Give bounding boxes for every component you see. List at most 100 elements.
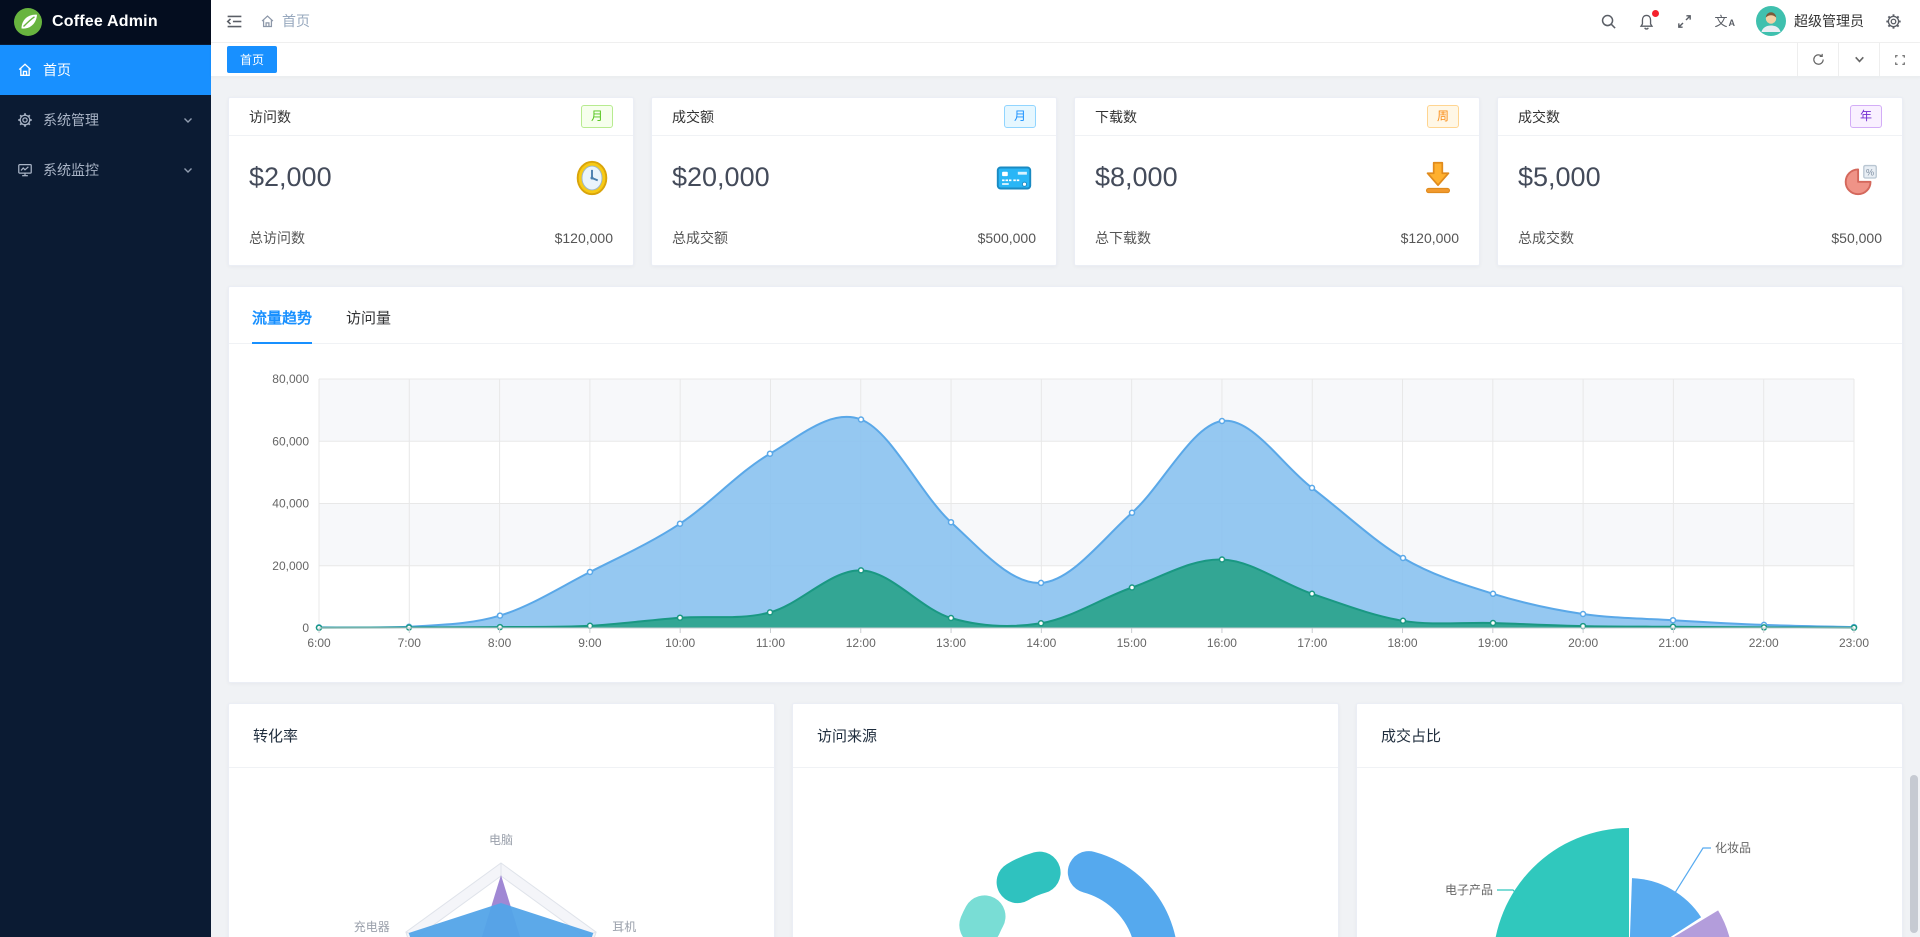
stat-footer-label: 总访问数 xyxy=(249,230,305,246)
sidebar-item-home[interactable]: 首页 xyxy=(0,45,211,95)
svg-text:60,000: 60,000 xyxy=(272,434,309,448)
trend-tabs: 流量趋势 访问量 xyxy=(229,287,1902,344)
monitor-icon xyxy=(17,162,33,178)
svg-text:40,000: 40,000 xyxy=(272,497,309,511)
stat-card-visits: 访问数 月 $2,000 xyxy=(228,97,634,266)
tab-visit-volume[interactable]: 访问量 xyxy=(346,310,392,327)
breadcrumb[interactable]: 首页 xyxy=(260,11,310,31)
tab-home[interactable]: 首页 xyxy=(227,46,278,73)
period-badge: 月 xyxy=(580,105,613,128)
credit-card-icon xyxy=(992,157,1036,199)
stat-card-downloads: 下载数 周 $8,000 总下载数 $120,000 xyxy=(1074,97,1480,266)
svg-text:13:00: 13:00 xyxy=(936,636,966,650)
stat-footer-value: $500,000 xyxy=(977,230,1036,246)
svg-text:23:00: 23:00 xyxy=(1839,636,1869,650)
svg-text:9:00: 9:00 xyxy=(578,636,602,650)
refresh-icon[interactable] xyxy=(1797,43,1838,76)
top-navbar: 首页 文 xyxy=(211,0,1920,43)
sidebar-item-system-management[interactable]: 系统管理 xyxy=(0,95,211,145)
svg-text:20,000: 20,000 xyxy=(272,559,309,573)
main-area: 首页 文 xyxy=(211,0,1920,937)
brand-name: Coffee Admin xyxy=(52,13,158,30)
svg-text:化妆品: 化妆品 xyxy=(1715,841,1751,855)
svg-text:22:00: 22:00 xyxy=(1749,636,1779,650)
svg-text:18:00: 18:00 xyxy=(1388,636,1418,650)
stat-value: $2,000 xyxy=(249,162,332,192)
stat-footer-label: 总成交数 xyxy=(1518,230,1574,246)
svg-text:14:00: 14:00 xyxy=(1026,636,1056,650)
svg-text:17:00: 17:00 xyxy=(1297,636,1327,650)
svg-text:21:00: 21:00 xyxy=(1658,636,1688,650)
period-badge: 周 xyxy=(1426,105,1459,128)
sidebar: Coffee Admin 首页 系统管理 xyxy=(0,0,211,937)
stat-footer-value: $120,000 xyxy=(1400,230,1459,246)
pie-percent-icon: % xyxy=(1838,157,1882,199)
download-icon xyxy=(1417,157,1459,199)
svg-text:10:00: 10:00 xyxy=(665,636,695,650)
notification-bell-icon[interactable] xyxy=(1638,9,1660,30)
sidebar-item-system-monitor[interactable]: 系统监控 xyxy=(0,145,211,195)
conversion-card: 转化率 电脑 耳机 充电器 xyxy=(228,703,775,937)
stat-value: $8,000 xyxy=(1095,162,1178,192)
period-badge: 年 xyxy=(1849,105,1882,128)
maximize-icon[interactable] xyxy=(1879,43,1920,76)
stats-row: 访问数 月 $2,000 xyxy=(228,97,1903,266)
fullscreen-icon[interactable] xyxy=(1676,13,1693,30)
svg-text:16:00: 16:00 xyxy=(1207,636,1237,650)
chevron-down-icon[interactable] xyxy=(1838,43,1879,76)
home-icon xyxy=(260,14,275,29)
menu-fold-icon[interactable] xyxy=(225,12,244,31)
stat-title: 下载数 xyxy=(1095,108,1137,125)
tab-traffic-trend[interactable]: 流量趋势 xyxy=(252,307,313,344)
sources-card: 访问来源 xyxy=(792,703,1339,937)
stat-footer-value: $50,000 xyxy=(1831,230,1882,246)
user-name: 超级管理员 xyxy=(1794,13,1864,29)
stat-title: 访问数 xyxy=(249,108,291,125)
svg-text:80,000: 80,000 xyxy=(272,372,309,386)
svg-text:11:00: 11:00 xyxy=(756,636,785,650)
sidebar-item-label: 系统监控 xyxy=(43,162,99,178)
page-content: 访问数 月 $2,000 xyxy=(211,77,1920,937)
svg-text:0: 0 xyxy=(302,621,309,635)
tab-bar: 首页 xyxy=(211,43,1920,77)
svg-text:7:00: 7:00 xyxy=(398,636,422,650)
svg-text:6:00: 6:00 xyxy=(307,636,331,650)
settings-gear-icon[interactable] xyxy=(1885,13,1902,30)
chevron-down-icon xyxy=(182,164,194,176)
sidebar-item-label: 系统管理 xyxy=(43,112,99,128)
spring-leaf-icon xyxy=(13,7,43,37)
card-title: 成交占比 xyxy=(1357,704,1902,768)
deal-share-card: 成交占比 化妆品 电子产品 xyxy=(1356,703,1903,937)
stat-card-turnover: 成交额 月 $20,000 xyxy=(651,97,1057,266)
stat-footer-label: 总成交额 xyxy=(672,230,728,246)
breadcrumb-item: 首页 xyxy=(282,13,310,29)
scrollbar-thumb[interactable] xyxy=(1910,775,1918,933)
svg-text:20:00: 20:00 xyxy=(1568,636,1598,650)
chevron-down-icon xyxy=(182,114,194,126)
sidebar-item-label: 首页 xyxy=(43,62,71,78)
gear-icon xyxy=(17,112,33,128)
svg-text:耳机: 耳机 xyxy=(612,920,636,934)
stat-title: 成交数 xyxy=(1518,108,1560,125)
svg-text:19:00: 19:00 xyxy=(1478,636,1508,650)
stat-title: 成交额 xyxy=(672,108,714,125)
clock-icon xyxy=(571,157,613,199)
user-menu[interactable]: 超级管理员 xyxy=(1756,6,1864,36)
stat-footer-label: 总下载数 xyxy=(1095,230,1151,246)
sources-donut-chart xyxy=(959,851,1176,937)
trend-area-chart: 6:00 7:00 8:00 9:00 10:00 11:00 12:00 13:00 14:0… xyxy=(272,372,1869,650)
search-icon[interactable] xyxy=(1600,13,1617,30)
card-title: 转化率 xyxy=(229,704,774,768)
svg-text:8:00: 8:00 xyxy=(488,636,512,650)
translate-icon[interactable]: 文 A xyxy=(1714,15,1735,28)
bottom-row: 转化率 电脑 耳机 充电器 访问来源 成交占比 化妆品 电子产品 xyxy=(228,703,1903,937)
stat-card-deals: 成交数 年 $5,000 % 总成交数 $50,000 xyxy=(1497,97,1903,266)
sidebar-menu: 首页 系统管理 系统监控 xyxy=(0,44,211,195)
avatar xyxy=(1756,6,1786,36)
stat-value: $20,000 xyxy=(672,162,770,192)
svg-text:12:00: 12:00 xyxy=(846,636,876,650)
svg-text:%: % xyxy=(1866,167,1874,177)
card-title: 访问来源 xyxy=(793,704,1338,768)
